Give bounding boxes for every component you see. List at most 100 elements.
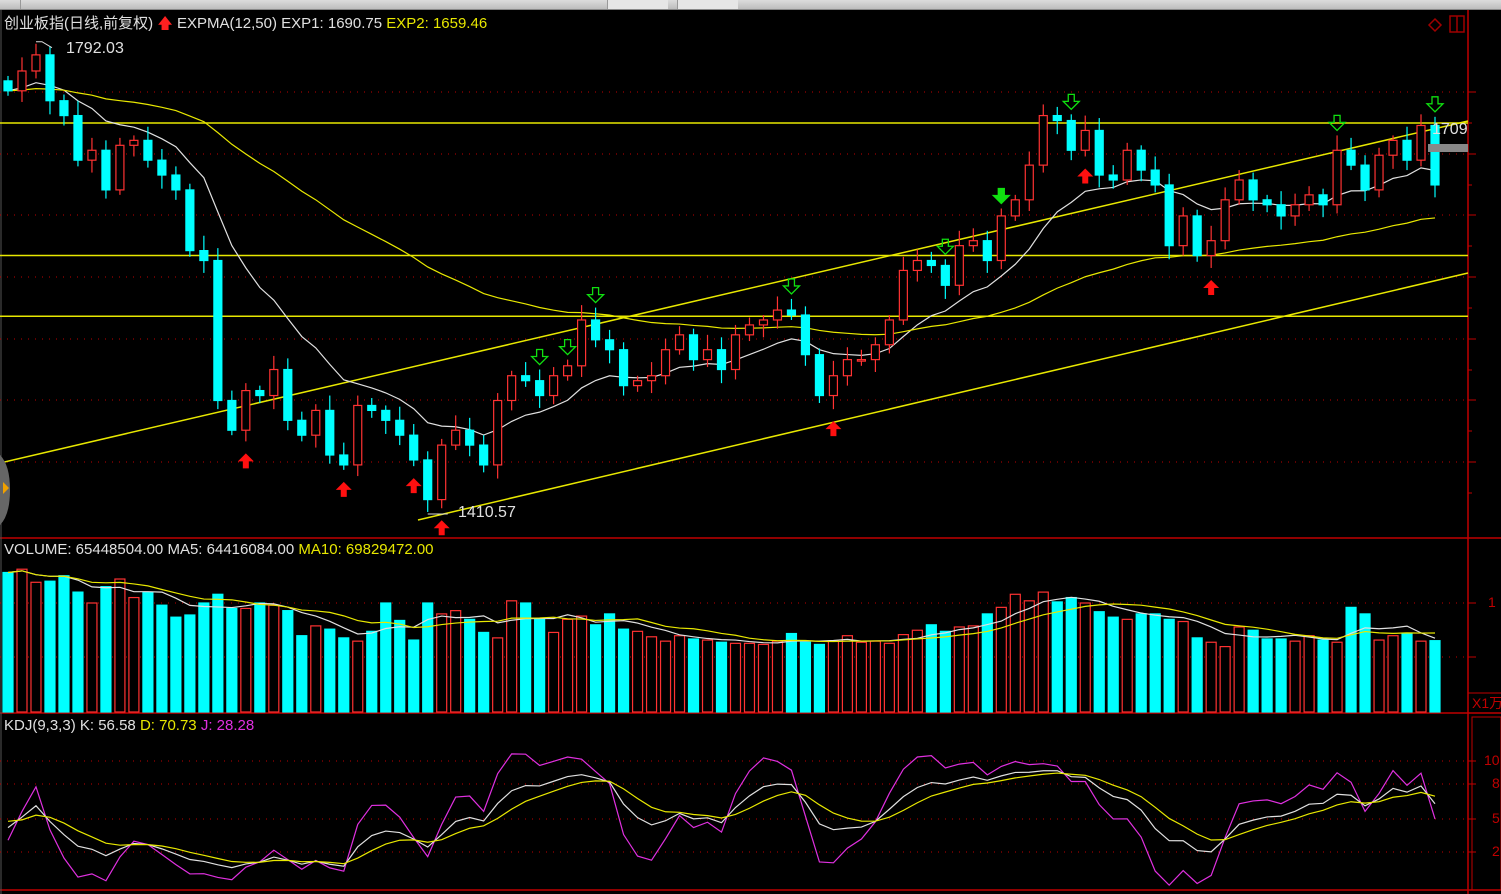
volume-bar-down [422,602,434,713]
candle-down [185,189,195,252]
candle-up [632,380,643,387]
kdj-axis-label: 2 [1492,843,1500,859]
volume-bar-up [771,640,784,713]
green-down-arrow-icon [530,348,550,366]
volume-bar-up [1205,641,1217,713]
volume-bar-up [1331,641,1343,713]
candle-down [590,319,601,341]
volume-bar-up [268,604,280,713]
arrow-up-icon: 🡅 [157,15,173,32]
candle-down [409,434,419,461]
volume-unit-label: X1万 [1472,695,1501,711]
candle-up [870,344,880,361]
candle-down [73,114,83,161]
volume-bar-down [939,630,951,713]
volume-bar-down [799,641,812,713]
candle-up [493,399,503,466]
volume-bar-up [492,637,504,713]
candle-down [423,459,433,501]
volume-bar-down [785,632,798,713]
candle-down [535,380,545,397]
volume-bar-up [575,615,588,713]
volume-bar-up [1289,640,1301,713]
candle-up [1234,179,1244,201]
candle-down [1108,174,1118,181]
candle-up [507,375,517,402]
candle-up [912,259,922,272]
candle-up [241,389,251,431]
candle-up [884,319,894,346]
volume-bar-up [352,640,364,713]
candle-up [730,334,741,371]
volume-bar-up [645,636,658,713]
toolbar-tab[interactable] [607,0,668,9]
volume-bar-up [1121,618,1133,713]
candle-up [87,149,97,161]
candle-down [716,349,727,371]
volume-value: VOLUME: 65448504.00 [4,541,164,558]
volume-bar-up [16,568,28,713]
candle-down [1150,169,1160,186]
volume-axis-label: 1 [1488,594,1496,610]
chart-title: 创业板指(日线,前复权) [4,15,154,32]
candle-down [940,264,950,286]
toolbar-tab[interactable] [677,0,738,9]
candle-up [1220,199,1230,242]
candle-down [786,309,797,316]
volume-bar-up [1219,645,1231,713]
volume-bar-down [1093,611,1105,713]
toolbar-tab[interactable] [20,0,21,9]
candle-up [311,409,321,436]
volume-bar-down [464,618,476,713]
candle-down [618,349,629,387]
volume-bar-up [1009,593,1021,713]
candle-up [842,359,853,377]
candle-down [283,368,293,421]
volume-bar-up [548,631,560,713]
candle-down [688,334,699,361]
volume-bar-down [1247,629,1259,713]
green-filled-down-arrow-icon [991,187,1011,205]
volume-legend: VOLUME: 65448504.00 MA5: 64416084.00 MA1… [4,541,434,559]
volume-bar-down [296,635,308,713]
volume-bar-up [631,630,644,713]
kdj-k: K: 56.58 [79,717,136,734]
candle-down [604,339,615,351]
candle-up [437,444,447,501]
volume-bar-up [1037,591,1049,713]
candle-down [255,389,265,397]
candle-down [800,314,811,356]
volume-bar-up [1177,620,1189,713]
candle-down [814,354,825,397]
price-highlight [1428,144,1468,152]
candle-down [1318,194,1328,206]
candle-down [1430,124,1440,186]
candle-up [31,54,41,72]
candle-up [1010,199,1020,217]
kdj-legend: KDJ(9,3,3) K: 56.58 D: 70.73 J: 28.28 [4,717,254,735]
volume-ma10-line [7,570,1436,643]
candle-down [1360,164,1370,191]
candle-up [269,368,279,397]
candle-up [772,309,783,321]
volume-bar-down [408,639,420,713]
volume-bar-up [1079,602,1091,713]
candle-down [1136,149,1146,171]
volume-bar-down [1065,596,1077,713]
volume-bar-up [995,606,1007,713]
volume-bar-up [1233,626,1245,713]
volume-bar-up [841,635,854,713]
candle-up [856,359,867,362]
volume-bar-up [436,613,448,713]
volume-bar-up [869,640,881,713]
volume-bar-down [394,619,406,713]
volume-bar-down [44,580,56,713]
green-down-arrow-icon [935,238,955,256]
volume-bar-down [520,602,532,713]
volume-bar-up [450,610,462,713]
candle-down [1066,119,1076,151]
last-price-label: 1709 [1432,121,1468,138]
volume-bar-down [687,638,700,713]
candle-down [199,250,209,262]
